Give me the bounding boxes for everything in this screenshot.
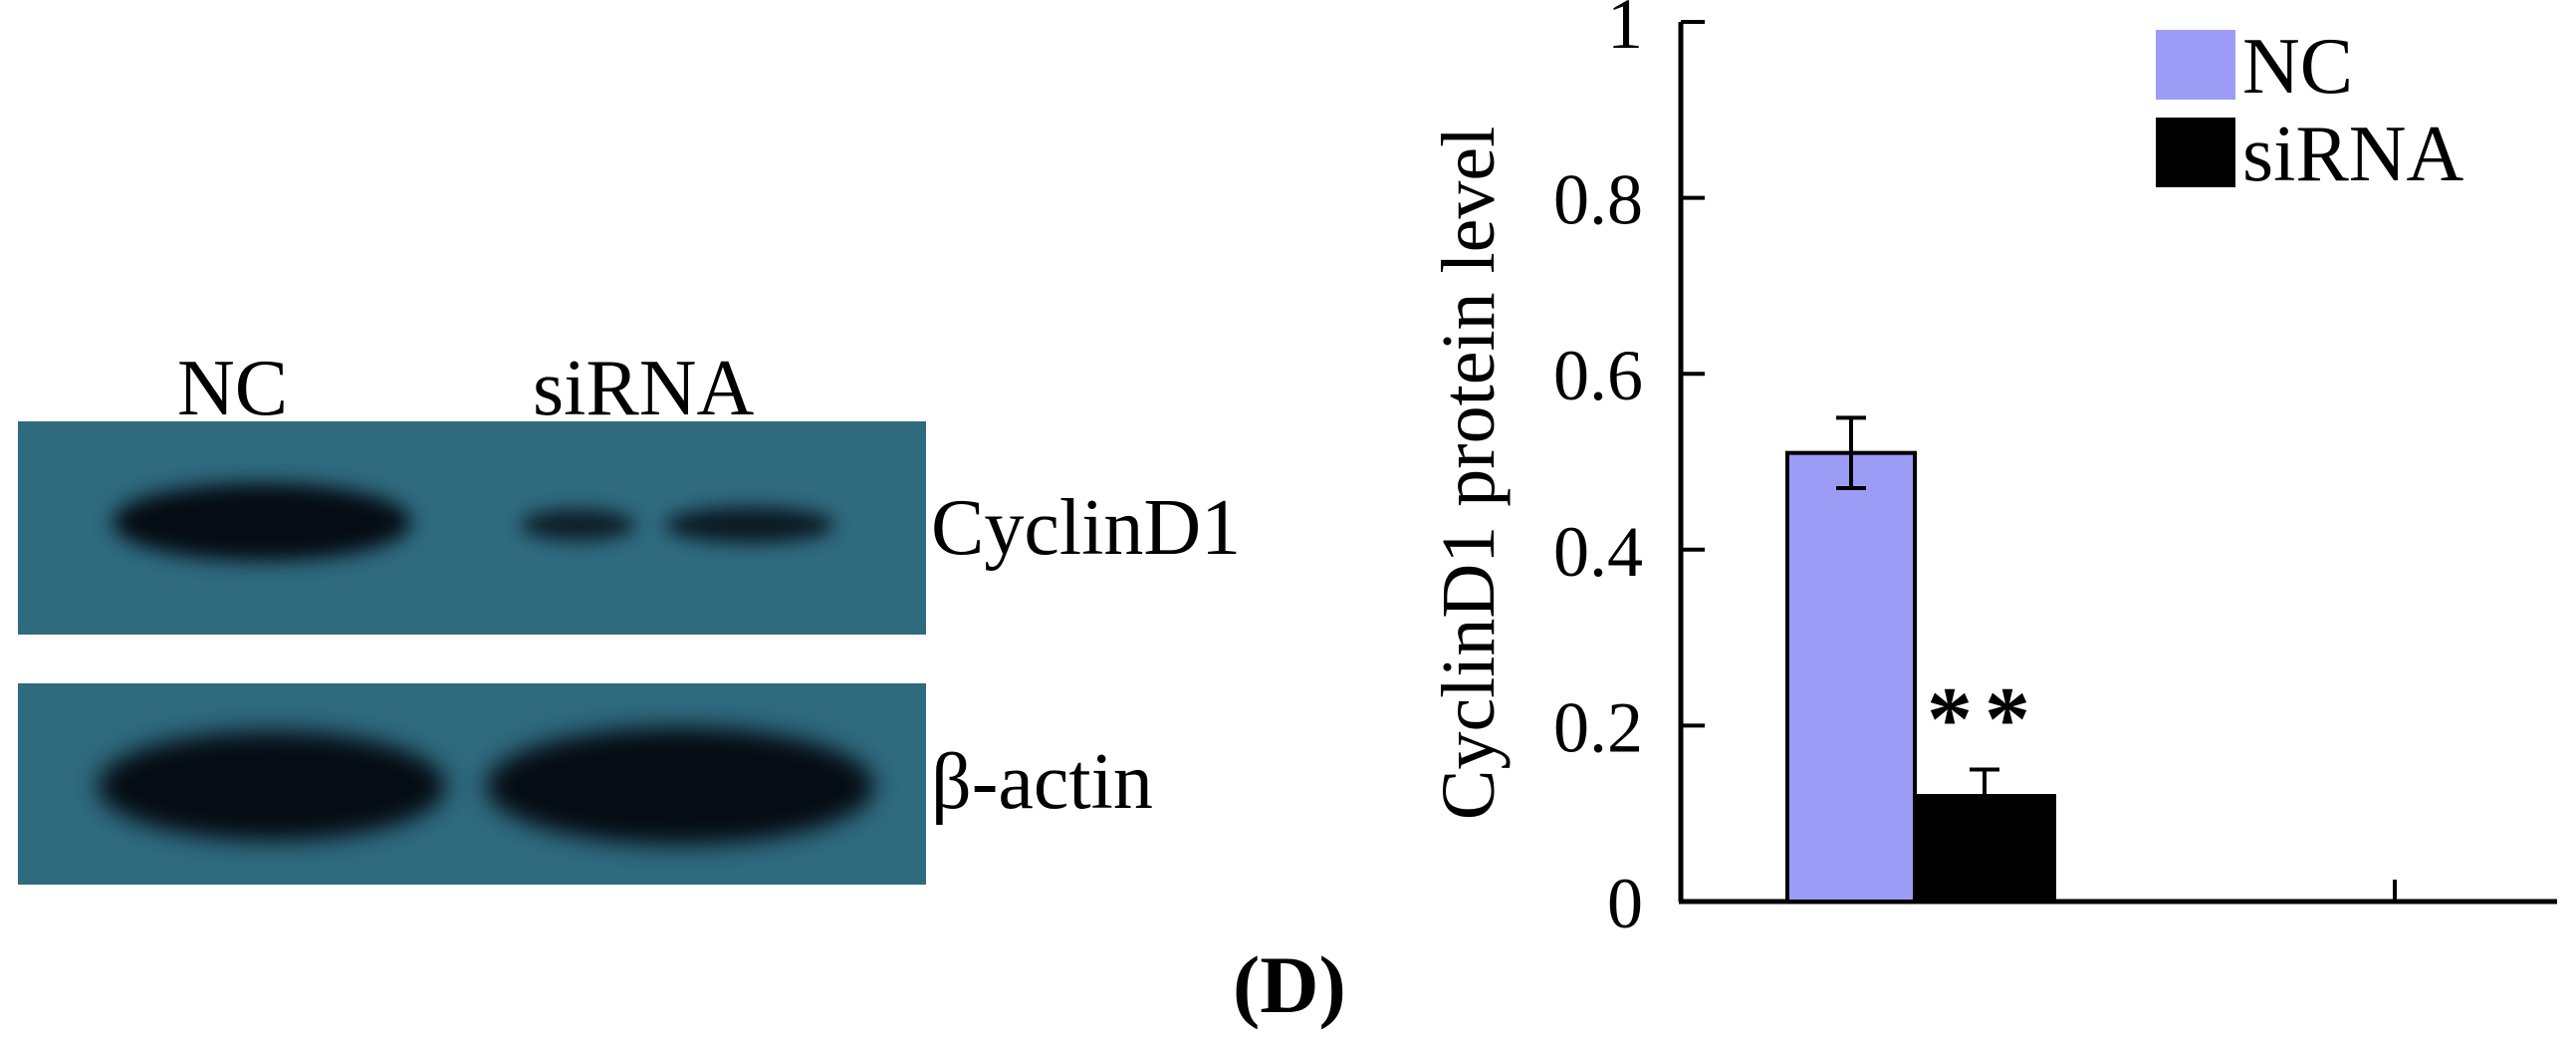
band-actin-nc <box>98 731 446 841</box>
blot-label-cyclind1: CyclinD1 <box>931 484 1242 572</box>
band-cyclind1-sirna-right <box>665 507 834 543</box>
bar-nc <box>1785 450 1917 904</box>
band-actin-sirna <box>486 727 874 845</box>
lane-label-nc: NC <box>177 345 289 432</box>
y-tick-label: 0.8 <box>1553 160 1643 240</box>
y-tick-label: 1 <box>1607 0 1643 64</box>
band-cyclind1-nc <box>113 483 411 561</box>
y-tick-label: 0.6 <box>1553 336 1643 415</box>
legend-label-sirna: siRNA <box>2242 111 2463 198</box>
legend-swatch-sirna <box>2156 118 2235 187</box>
significance-annotation: ** <box>1927 668 2042 770</box>
legend-label-nc: NC <box>2242 23 2353 111</box>
y-tick-label: 0.4 <box>1553 512 1643 592</box>
blot-strip-beta-actin <box>18 683 926 885</box>
lane-label-sirna: siRNA <box>533 345 755 432</box>
y-tick-label: 0 <box>1607 864 1643 943</box>
panel-label: (D) <box>1233 939 1346 1030</box>
y-axis: 0 0.2 0.4 0.6 0.8 1 CyclinD1 protein level <box>1427 0 1705 943</box>
band-cyclind1-sirna-left <box>521 509 635 541</box>
y-axis-title: CyclinD1 protein level <box>1427 127 1511 821</box>
blot-label-beta-actin: β-actin <box>931 738 1153 826</box>
bars: ** <box>1785 415 2056 904</box>
blot-strip-cyclind1 <box>18 421 926 635</box>
legend-swatch-nc <box>2156 30 2235 100</box>
y-tick-label: 0.2 <box>1553 687 1643 767</box>
